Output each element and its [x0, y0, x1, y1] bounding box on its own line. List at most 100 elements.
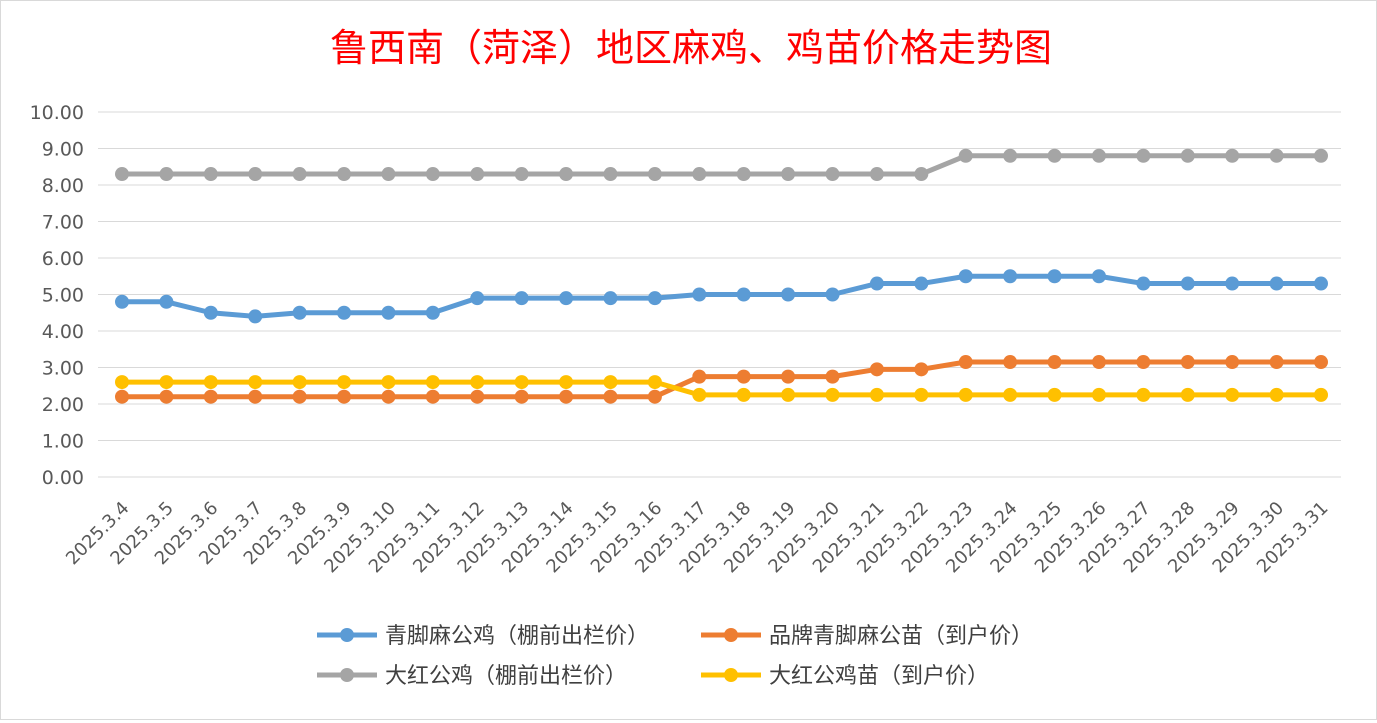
series-2 — [115, 148, 1328, 182]
data-point — [647, 375, 662, 390]
data-point — [381, 375, 396, 390]
data-point — [603, 389, 618, 404]
data-point — [425, 305, 440, 320]
data-point — [1091, 387, 1106, 402]
data-point — [736, 287, 751, 302]
legend-item-2: 大红公鸡（棚前出栏价） — [317, 664, 627, 689]
series-3 — [115, 375, 1328, 402]
y-tick-label: 2.00 — [42, 394, 84, 416]
data-point — [1003, 387, 1018, 402]
data-point — [115, 167, 129, 182]
data-point — [248, 389, 263, 404]
legend-item-1: 品牌青脚麻公苗（到户价） — [701, 624, 1033, 649]
data-point — [1003, 355, 1018, 370]
data-point — [1225, 276, 1240, 291]
data-point — [1225, 148, 1240, 163]
data-point — [869, 167, 884, 182]
data-point — [825, 369, 840, 384]
data-point — [958, 387, 973, 402]
data-point — [514, 389, 529, 404]
data-point — [1269, 276, 1284, 291]
data-point — [1047, 355, 1062, 370]
data-point — [603, 167, 618, 182]
data-point — [825, 387, 840, 402]
data-point — [1047, 269, 1062, 284]
data-point — [159, 294, 174, 309]
x-axis: 2025.3.42025.3.52025.3.62025.3.72025.3.8… — [62, 498, 1333, 578]
data-point — [1003, 269, 1018, 284]
data-point — [203, 389, 218, 404]
series-line — [122, 359, 1321, 400]
legend-item-0: 青脚麻公鸡（棚前出栏价） — [317, 624, 649, 649]
data-point — [1091, 148, 1106, 163]
data-point — [292, 389, 307, 404]
data-point — [692, 167, 707, 182]
data-point — [1314, 148, 1328, 163]
chart-title: 鲁西南（菏泽）地区麻鸡、鸡苗价格走势图 — [330, 26, 1052, 70]
y-tick-label: 5.00 — [42, 285, 84, 307]
legend-swatch-marker — [724, 628, 738, 642]
data-point — [736, 387, 751, 402]
data-point — [159, 167, 174, 182]
data-point — [958, 148, 973, 163]
data-point — [1136, 355, 1151, 370]
data-point — [514, 291, 529, 306]
data-point — [203, 375, 218, 390]
data-point — [647, 389, 662, 404]
y-tick-label: 9.00 — [42, 139, 84, 161]
y-tick-label: 0.00 — [42, 467, 84, 489]
data-point — [470, 389, 485, 404]
legend-item-3: 大红公鸡苗（到户价） — [701, 664, 989, 689]
data-point — [559, 167, 574, 182]
data-point — [1225, 387, 1240, 402]
legend-swatch-marker — [340, 628, 354, 642]
data-point — [1047, 148, 1062, 163]
data-point — [559, 389, 574, 404]
data-point — [1269, 355, 1284, 370]
data-point — [781, 287, 796, 302]
data-point — [559, 291, 574, 306]
data-point — [470, 291, 485, 306]
data-point — [159, 375, 174, 390]
data-point — [736, 369, 751, 384]
legend-label: 大红公鸡苗（到户价） — [769, 664, 989, 689]
data-point — [1314, 387, 1328, 402]
data-point — [1180, 387, 1195, 402]
y-tick-label: 7.00 — [42, 212, 84, 234]
data-point — [1269, 387, 1284, 402]
data-point — [514, 375, 529, 390]
plot-area — [115, 148, 1328, 404]
y-tick-label: 4.00 — [42, 321, 84, 343]
data-point — [292, 305, 307, 320]
y-tick-label: 3.00 — [42, 358, 84, 380]
data-point — [514, 167, 529, 182]
data-point — [781, 369, 796, 384]
legend-label: 大红公鸡（棚前出栏价） — [385, 664, 627, 689]
legend: 青脚麻公鸡（棚前出栏价） 品牌青脚麻公苗（到户价） 大红公鸡（棚前出栏价） 大红公鸡苗… — [317, 624, 1033, 689]
data-point — [248, 375, 263, 390]
data-point — [1180, 148, 1195, 163]
legend-label: 青脚麻公鸡（棚前出栏价） — [385, 624, 649, 649]
data-point — [825, 287, 840, 302]
data-point — [381, 305, 396, 320]
data-point — [559, 375, 574, 390]
y-tick-label: 8.00 — [42, 175, 84, 197]
data-point — [958, 355, 973, 370]
data-point — [869, 387, 884, 402]
data-point — [914, 276, 929, 291]
data-point — [647, 167, 662, 182]
series-line — [122, 153, 1321, 177]
data-point — [692, 287, 707, 302]
data-point — [1180, 276, 1195, 291]
data-point — [825, 167, 840, 182]
data-point — [1091, 355, 1106, 370]
data-point — [1136, 276, 1151, 291]
data-point — [159, 389, 174, 404]
data-point — [1180, 355, 1195, 370]
data-point — [603, 375, 618, 390]
data-point — [470, 375, 485, 390]
data-point — [1225, 355, 1240, 370]
data-point — [337, 305, 352, 320]
